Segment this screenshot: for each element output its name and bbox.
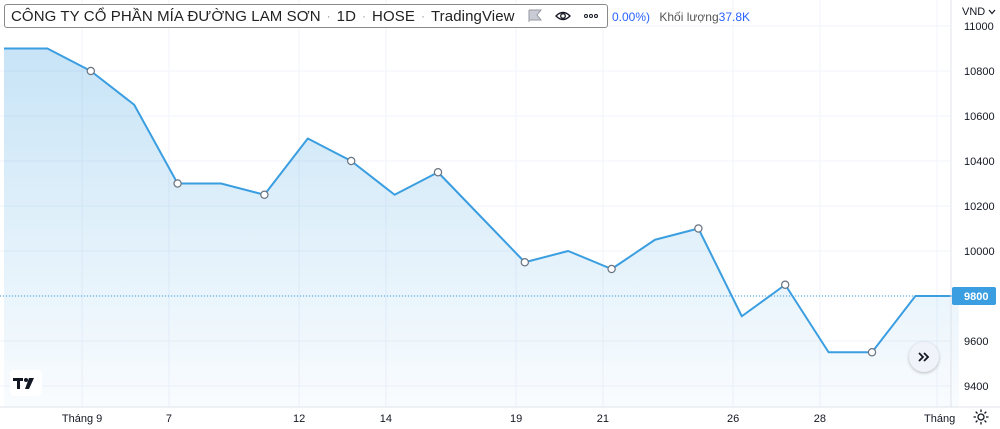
price-tick-label: 9400 <box>964 381 988 393</box>
price-tick-label: 9600 <box>964 336 988 348</box>
more-icon[interactable] <box>583 9 599 23</box>
tradingview-logo-icon[interactable] <box>10 370 42 396</box>
gear-icon[interactable] <box>972 408 990 426</box>
time-tick-label: 19 <box>510 413 522 425</box>
last-price-label: 9800 <box>964 291 988 303</box>
time-tick-label: Tháng 9 <box>62 413 102 425</box>
interval-label[interactable]: 1D <box>336 7 357 25</box>
change-percent: 0.00%) <box>612 10 651 24</box>
price-tick-label: 10200 <box>964 201 995 213</box>
symbol-title-box[interactable]: CÔNG TY CỔ PHẦN MÍA ĐƯỜNG LAM SƠN · 1D ·… <box>4 4 608 28</box>
price-tick-label: 10800 <box>964 66 995 78</box>
price-point-marker <box>347 156 356 166</box>
volume-label: Khối lượng <box>659 10 719 24</box>
time-tick-label: 28 <box>814 413 826 425</box>
chevron-down-icon <box>988 9 996 15</box>
price-point-marker <box>867 348 877 357</box>
time-tick-label: 21 <box>597 413 609 425</box>
price-point-marker <box>694 224 703 233</box>
flag-icon[interactable] <box>527 9 543 23</box>
time-tick-label: 14 <box>380 413 392 425</box>
currency-selector[interactable]: VND <box>962 6 996 18</box>
time-tick-label: 12 <box>293 413 305 425</box>
price-point-marker <box>433 168 443 177</box>
price-point-marker <box>520 258 530 267</box>
price-tick-label: 10000 <box>964 246 995 258</box>
title-separator: · <box>362 9 367 23</box>
price-tick-label: 10600 <box>964 111 995 123</box>
price-point-marker <box>173 179 182 188</box>
tradingview-logo-mark <box>13 378 34 389</box>
scroll-to-realtime-button[interactable] <box>909 342 939 372</box>
title-separator: · <box>326 9 331 23</box>
time-tick-label: Tháng <box>924 413 955 425</box>
price-point-marker <box>781 280 790 289</box>
currency-label: VND <box>962 6 986 18</box>
price-tick-label: 11000 <box>964 21 994 33</box>
time-axis[interactable]: Tháng 9 7 12 14 19 21 26 28 Tháng <box>62 413 955 425</box>
price-tick-label: 10400 <box>964 156 995 168</box>
time-tick-label: 7 <box>166 413 172 425</box>
price-area-fill <box>4 48 959 407</box>
price-point-marker <box>86 66 96 76</box>
double-chevron-right-icon <box>918 352 930 362</box>
source-label: TradingView <box>430 7 515 25</box>
price-point-marker <box>260 190 269 199</box>
eye-icon[interactable] <box>555 9 571 23</box>
exchange-label: HOSE <box>372 7 415 25</box>
time-tick-label: 26 <box>727 413 739 425</box>
symbol-name: CÔNG TY CỔ PHẦN MÍA ĐƯỜNG LAM SƠN <box>11 7 321 25</box>
price-markers <box>86 66 877 357</box>
title-separator: · <box>420 9 425 23</box>
price-axis[interactable]: 11000 10800 10600 10400 10200 10000 9600 9400 <box>964 21 995 393</box>
volume-legend: 0.00%) Khối lượng37.8K <box>612 10 750 24</box>
volume-value: 37.8K <box>718 10 751 24</box>
price-point-marker <box>607 264 616 274</box>
last-price-badge: 9800 <box>952 287 996 305</box>
price-line <box>4 47 959 354</box>
last-price-badge-bg <box>952 287 996 305</box>
